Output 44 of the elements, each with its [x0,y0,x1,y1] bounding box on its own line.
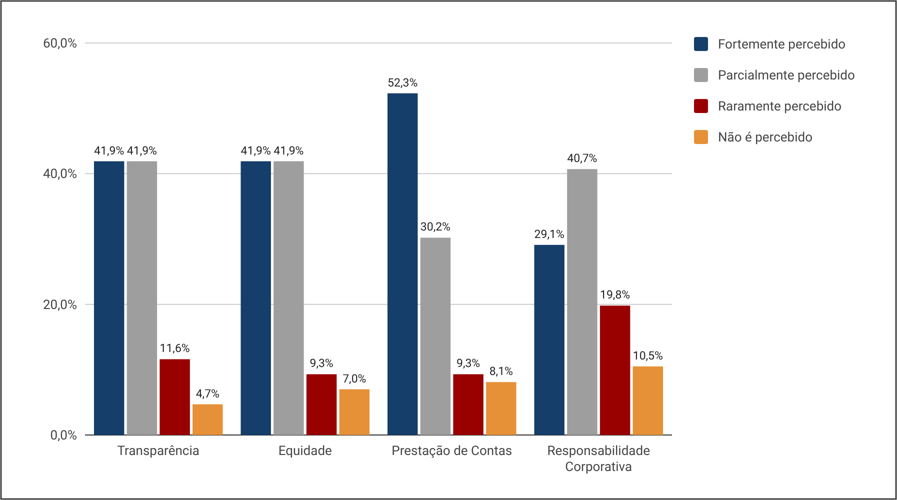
data-label: 8,1% [489,364,513,378]
y-tick-label: 0,0% [50,428,77,444]
data-label: 10,5% [632,348,663,362]
x-tick-label: Transparência [117,444,200,459]
bar [387,93,418,435]
bar [306,374,337,435]
bar [632,366,664,435]
data-label: 7,0% [342,371,366,386]
data-label: 9,3% [310,356,334,370]
data-label: 29,1% [534,226,564,241]
data-label: 9,3% [456,356,480,370]
bar [486,382,516,435]
data-label: 41,9% [240,143,271,158]
data-label: 19,8% [600,288,630,302]
legend-label: Parcialmente percebido [718,68,855,84]
bar [126,161,158,435]
data-label: 52,3% [388,75,418,90]
data-label: 30,2% [420,220,450,234]
bar [192,404,223,435]
data-label: 11,6% [160,341,190,356]
legend-label: Raramente percebido [718,100,842,115]
bar [534,244,564,435]
bar [240,161,271,435]
y-tick-label: 60,0% [43,36,77,52]
y-tick-label: 20,0% [43,298,77,313]
x-tick-label: Prestação de Contas [392,444,512,459]
x-tick-label: Responsabilidade Corporativa [547,444,650,475]
data-label: 4,7% [196,386,220,400]
bar [453,374,484,435]
bar [94,161,124,435]
bar [600,306,630,435]
bar [420,238,451,435]
legend-label: Não é percebido [718,130,812,146]
legend-label: Fortemente percebido [718,38,846,53]
data-label: 41,9% [126,143,157,158]
x-tick-label: Equidade [278,444,332,459]
data-label: 41,9% [94,143,124,158]
data-label: 40,7% [567,151,598,166]
bar [567,169,598,435]
y-tick-label: 40,0% [43,167,77,182]
bar [339,389,370,435]
bar [274,161,304,435]
data-label: 41,9% [274,143,304,158]
bar [160,359,190,435]
